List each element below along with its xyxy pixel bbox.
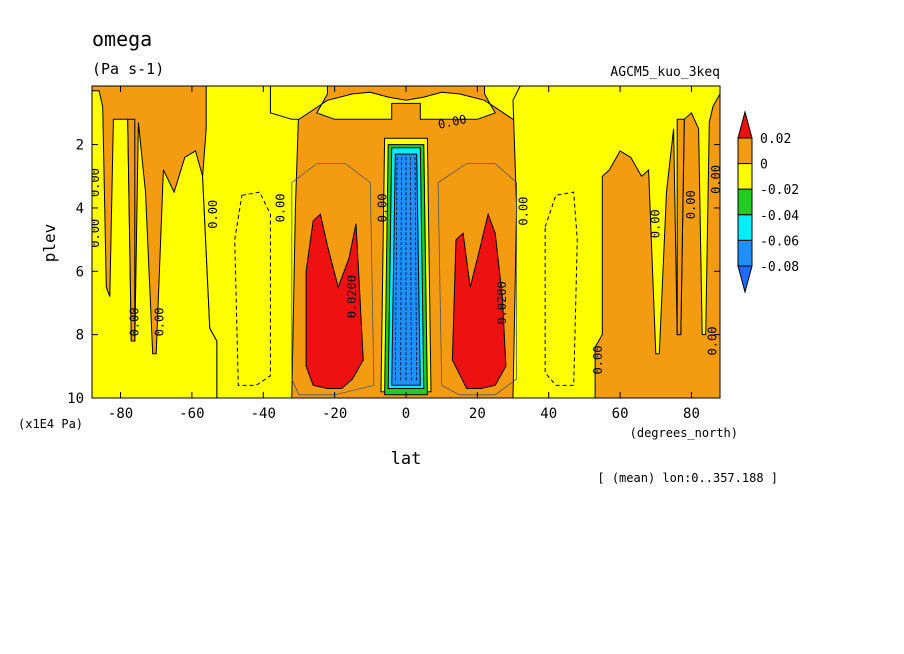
contour-label: 0.0200 — [495, 281, 509, 324]
x-tick-label: -80 — [108, 406, 133, 422]
contour-region — [127, 118, 136, 342]
contour-region — [202, 86, 307, 398]
colorbar-swatch — [737, 239, 753, 267]
x-tick-label: -60 — [179, 406, 204, 422]
positive-contour-line — [291, 163, 375, 396]
x-tick-label: 0 — [402, 406, 410, 422]
x-tick-label: 20 — [469, 406, 486, 422]
x-tick-label: -20 — [322, 406, 347, 422]
colorbar-swatch — [737, 110, 753, 139]
y-axis-label: plev — [40, 224, 59, 263]
contour-region — [451, 212, 507, 389]
equatorial-contour-line — [394, 157, 398, 383]
x-tick-label: 80 — [683, 406, 700, 422]
contour-label: 0.00 — [88, 219, 102, 248]
y-axis-unit: (x1E4 Pa) — [18, 417, 83, 431]
x-axis-label: lat — [391, 449, 422, 469]
negative-contour-line — [544, 191, 578, 386]
negative-contour-line — [234, 191, 271, 386]
contour-label: 0.0200 — [345, 275, 359, 318]
y-tick-label: 2 — [76, 138, 84, 154]
contour-label: 0.00 — [684, 190, 698, 219]
colorbar-label: 0 — [760, 158, 768, 173]
contour-label: 0.00 — [705, 327, 719, 356]
colorbar-label: -0.08 — [760, 260, 799, 275]
colorbar-swatch — [737, 214, 753, 241]
x-tick-label: -40 — [251, 406, 276, 422]
colorbar-swatch — [737, 137, 753, 165]
contour-label: 0.00 — [88, 168, 102, 197]
contour-label: 0.00 — [648, 209, 662, 238]
y-tick-label: 10 — [67, 391, 84, 407]
y-tick-label: 4 — [76, 201, 84, 217]
positive-contour-line — [437, 163, 518, 396]
contour-region — [305, 213, 364, 389]
x-tick-label: 40 — [540, 406, 557, 422]
contour-label: 0.00 — [152, 308, 166, 337]
colorbar-swatch — [737, 188, 753, 216]
x-tick-label: 60 — [612, 406, 629, 422]
equatorial-contour-line — [410, 157, 412, 383]
chart-units: (Pa s-1) — [92, 60, 164, 78]
contour-label: 0.00 — [709, 165, 723, 194]
equatorial-contour-line — [400, 157, 402, 383]
y-tick-label: 8 — [76, 328, 84, 344]
footnote: [ (mean) lon:0..357.188 ] — [597, 471, 778, 485]
colorbar-swatch — [737, 265, 753, 294]
chart-title: omega — [92, 27, 152, 51]
contour-label: 0.00 — [127, 308, 141, 337]
y-tick-label: 6 — [76, 264, 84, 280]
colorbar-label: 0.02 — [760, 132, 791, 147]
colorbar-label: -0.02 — [760, 183, 799, 198]
contour-label: 0.00 — [375, 193, 389, 222]
contour-label: 0.00 — [591, 346, 605, 375]
equatorial-contour-line — [414, 157, 418, 383]
colorbar-label: -0.04 — [760, 209, 799, 224]
colorbar-label: -0.06 — [760, 234, 799, 249]
colorbar-swatch — [737, 163, 753, 190]
contour-region — [676, 118, 685, 336]
experiment-label: AGCM5_kuo_3keq — [610, 65, 720, 80]
contour-label: 0.00 — [516, 197, 530, 226]
contour-label: 0.00 — [437, 112, 468, 132]
x-axis-unit: (degrees_north) — [630, 426, 738, 440]
contour-label: 0.00 — [206, 200, 220, 229]
contour-label: 0.00 — [274, 193, 288, 222]
contour-region — [512, 86, 720, 398]
